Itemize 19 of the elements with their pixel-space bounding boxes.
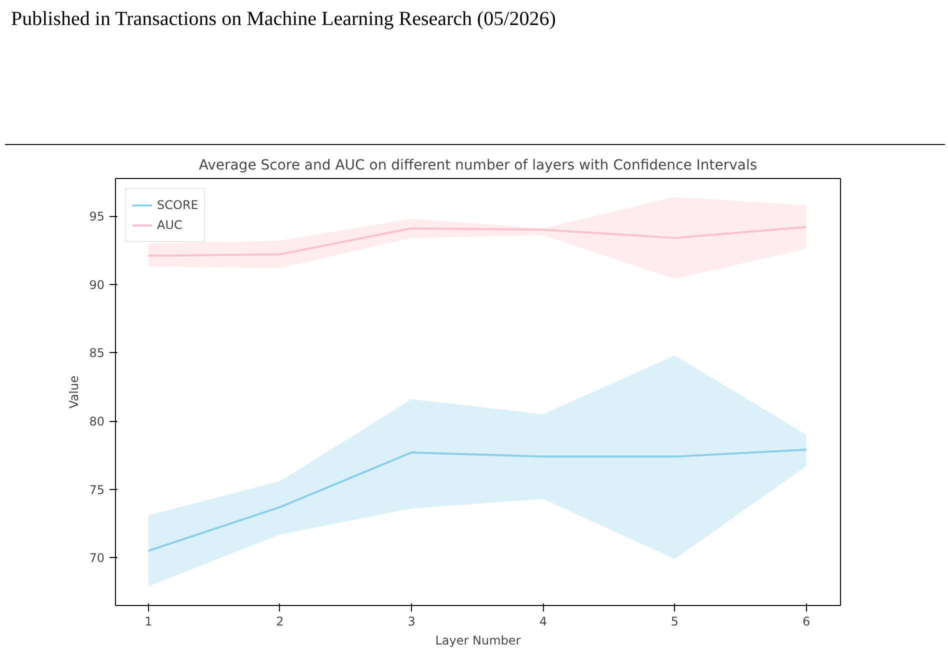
legend-label: SCORE <box>157 198 198 212</box>
y-axis-title: Value <box>67 376 82 408</box>
x-tick-label: 3 <box>408 614 416 628</box>
legend-label: AUC <box>157 218 182 232</box>
y-tick-label: 75 <box>89 482 105 497</box>
x-tick-label: 1 <box>144 614 152 628</box>
y-tick-label: 80 <box>89 414 105 429</box>
x-axis-title: Layer Number <box>435 634 521 648</box>
y-tick-label: 85 <box>89 346 105 360</box>
y-tick-label: 95 <box>89 210 105 224</box>
x-tick-label: 6 <box>802 614 810 628</box>
x-tick-label: 2 <box>276 614 284 628</box>
line-series <box>147 448 808 552</box>
y-tick-label: 70 <box>89 551 105 566</box>
y-tick-label: 90 <box>89 278 105 292</box>
x-tick-label: 4 <box>539 614 547 628</box>
chart-title: Average Score and AUC on different number of layers with Confidence Intervals <box>198 158 758 174</box>
text: Published in Transactions on Machine Learning Research (05/2026) <box>11 7 556 32</box>
x-tick-label: 5 <box>670 614 679 628</box>
